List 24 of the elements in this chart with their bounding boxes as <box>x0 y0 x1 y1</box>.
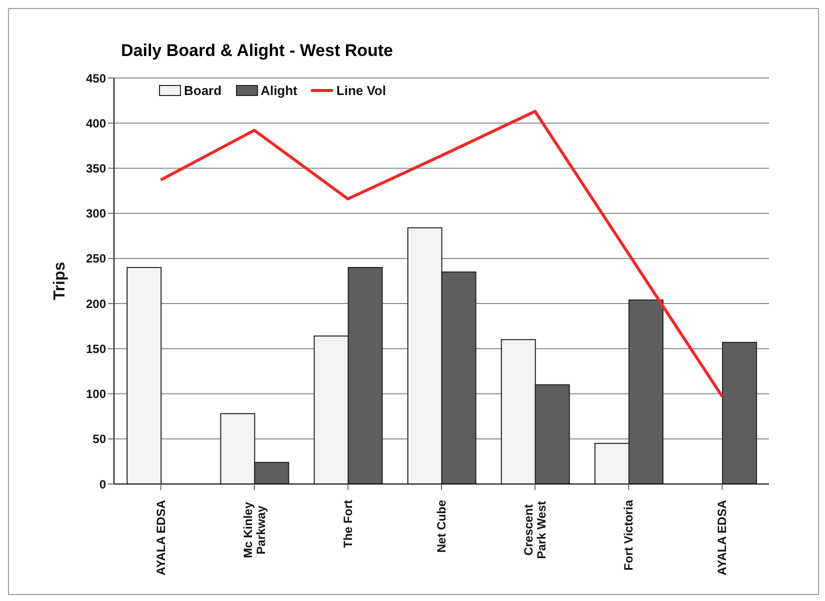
y-tick-label: 450 <box>86 71 106 86</box>
y-tick-label: 200 <box>86 296 106 311</box>
y-tick-label: 50 <box>92 432 106 446</box>
y-tick-label: 300 <box>86 206 106 221</box>
legend-label: Alight <box>260 83 298 98</box>
line-series <box>159 110 724 398</box>
bar <box>126 266 162 484</box>
y-axis-title: Trips <box>52 262 69 300</box>
x-tick-label: Net Cube <box>434 500 448 553</box>
y-tick-label: 100 <box>86 387 106 402</box>
y-tick-label: 150 <box>86 342 106 356</box>
x-tick-label: Fort Victoria <box>622 500 636 570</box>
y-tick-label: 400 <box>86 116 106 130</box>
legend-label: Line Vol <box>336 83 386 98</box>
x-tick-label: Mc Kinley Parkway <box>240 502 268 558</box>
chart-title: Daily Board & Alight - West Route <box>121 41 394 61</box>
y-tick-label: 350 <box>86 161 106 176</box>
y-tick-label: 0 <box>99 477 106 492</box>
x-tick-label: AYALA EDSA <box>715 500 730 576</box>
y-tick-label: 250 <box>86 252 106 266</box>
legend-label: Board <box>184 83 222 98</box>
x-tick-label: Crescent Park West <box>522 501 549 559</box>
x-tick-label: The Fort <box>340 500 355 548</box>
x-tick-label: AYALA EDSA <box>154 500 168 576</box>
